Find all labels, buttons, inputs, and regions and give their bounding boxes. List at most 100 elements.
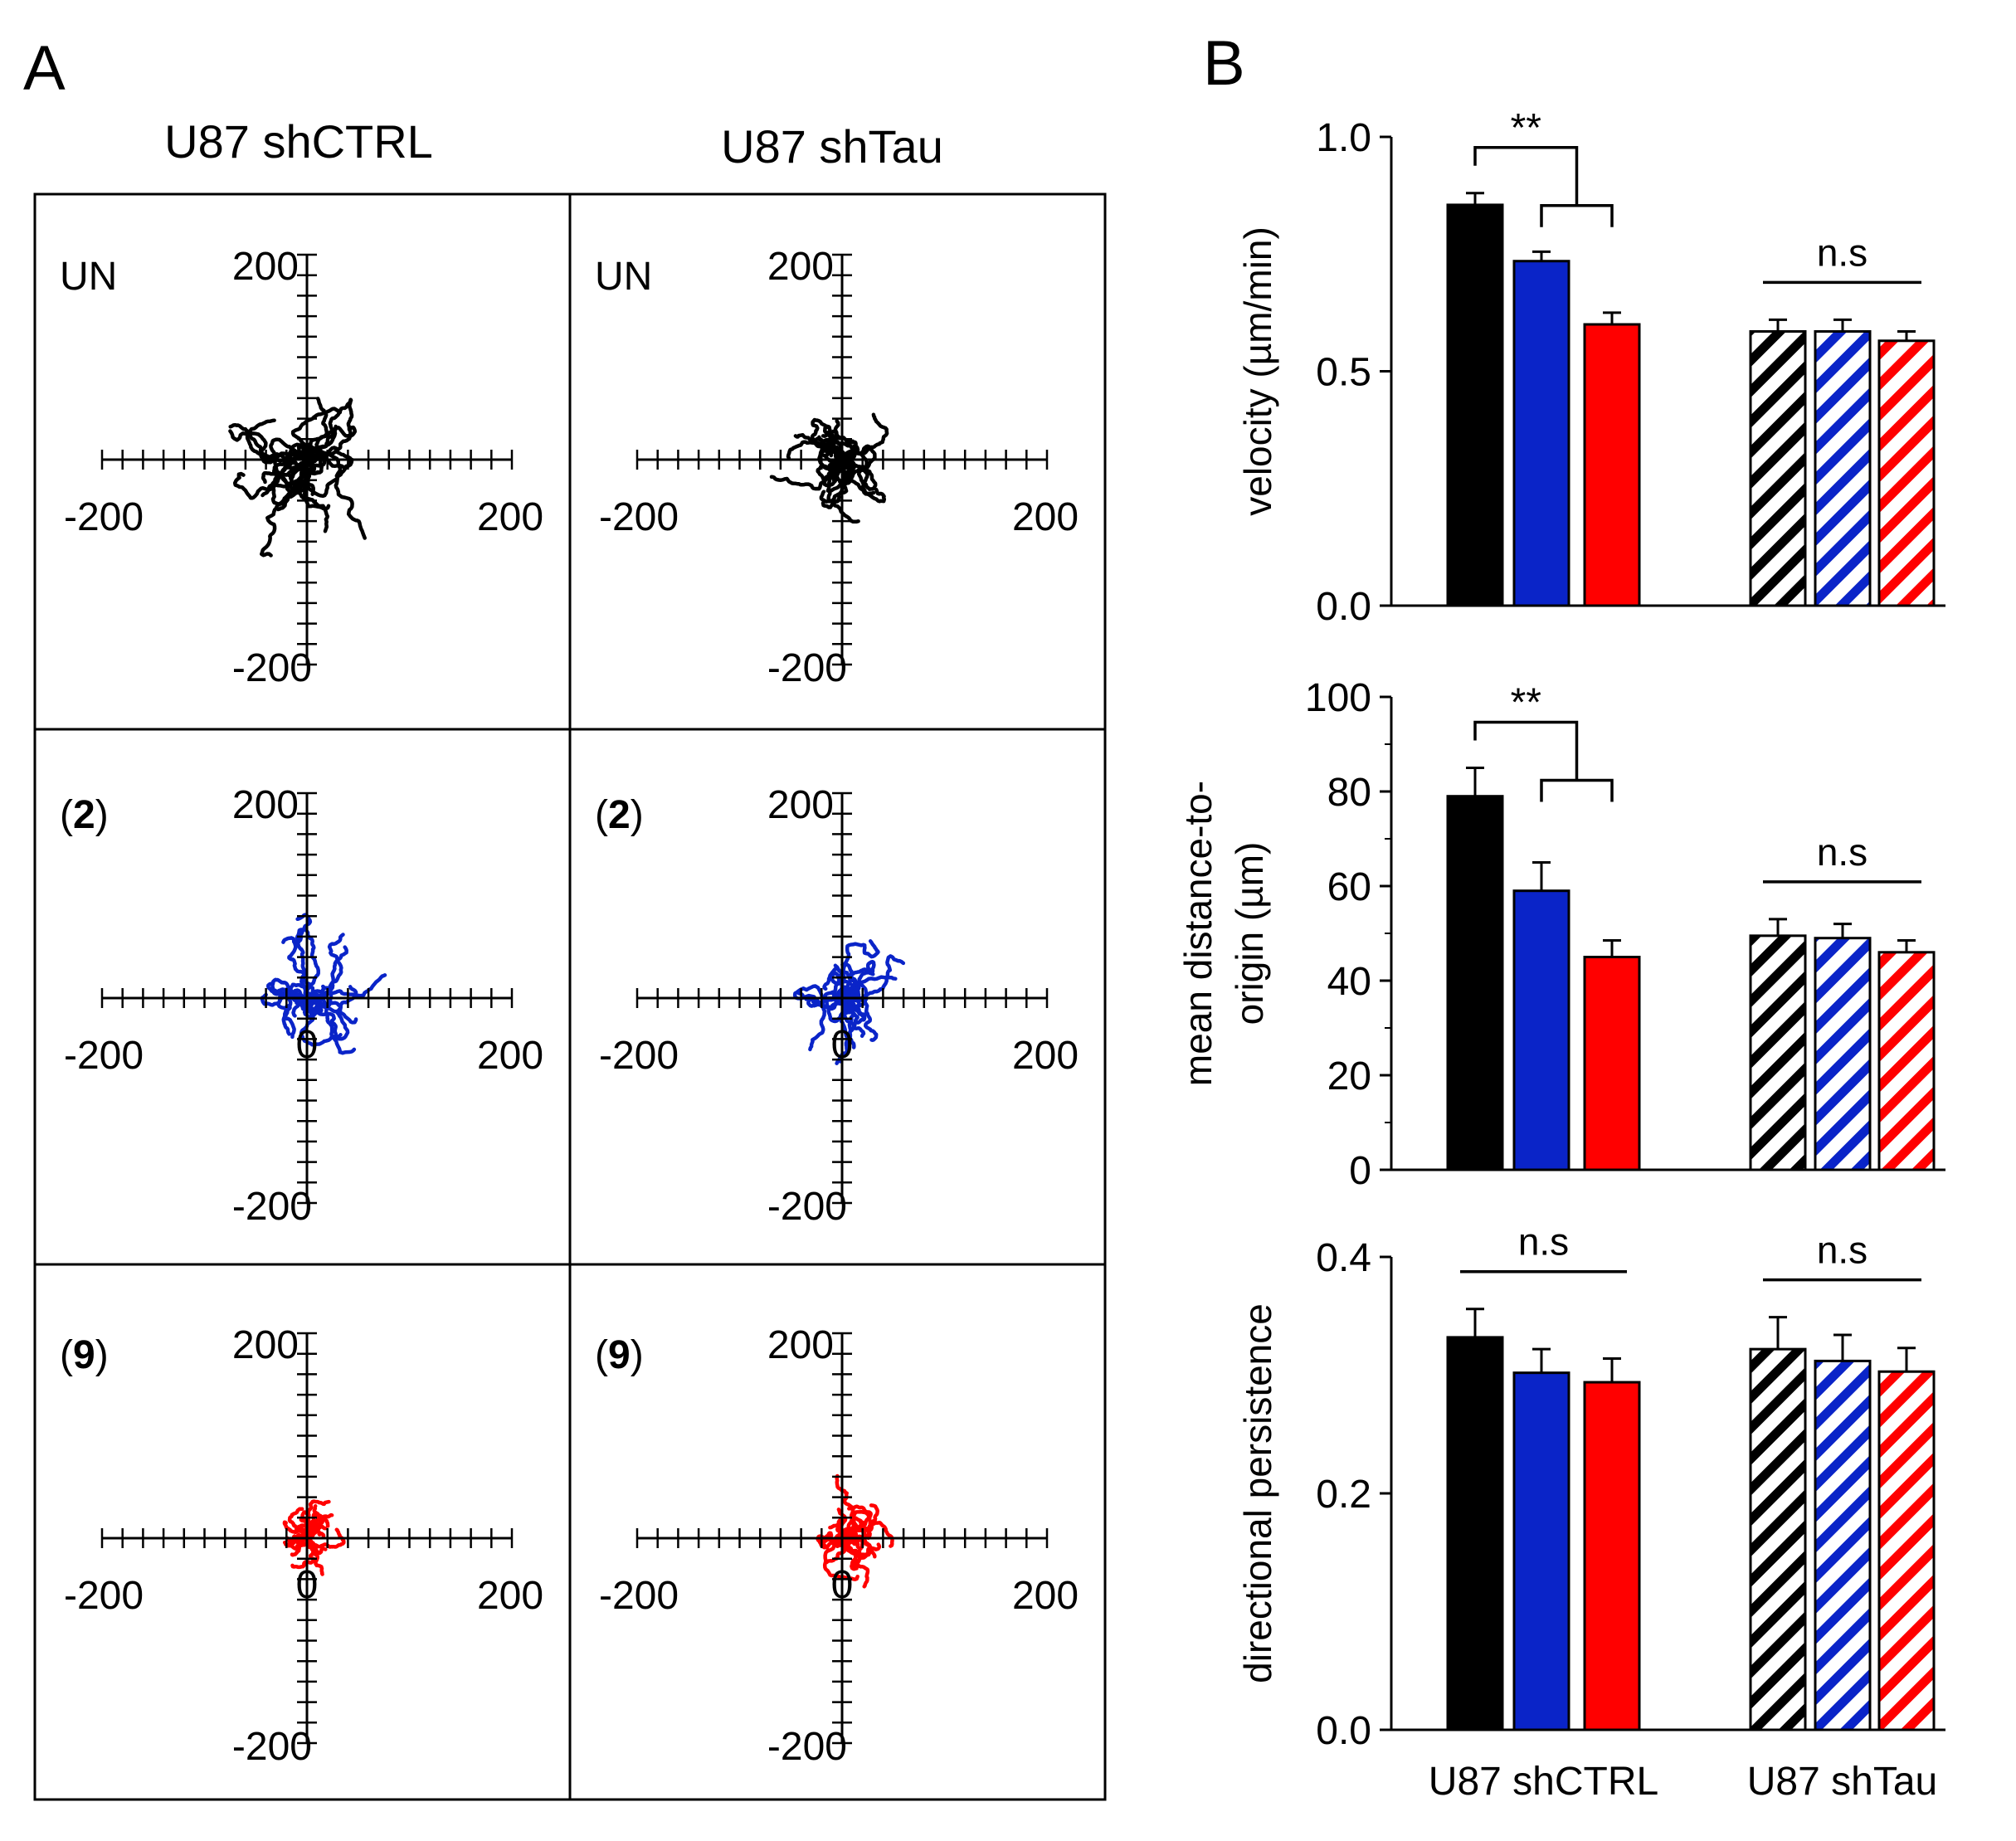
y-min-label: -200 xyxy=(232,1185,312,1229)
y-tick-label: 0.5 xyxy=(1316,351,1371,395)
cell-track xyxy=(304,973,387,1001)
trajectory-axes: 200 -200 -200 200 0 xyxy=(599,783,1079,1229)
trajectory-tracks xyxy=(260,913,387,1055)
y-tick-label: 100 xyxy=(1305,676,1371,720)
bracket-inner xyxy=(1540,204,1614,227)
cell-track xyxy=(840,970,875,1001)
x-max-label: 200 xyxy=(477,1574,543,1618)
bar-shtau-compound2 xyxy=(1814,1359,1872,1731)
y-max-label: 200 xyxy=(232,245,299,289)
y-tick-label: 0.0 xyxy=(1316,1709,1371,1753)
ns-label: n.s xyxy=(1817,231,1867,274)
condition-label: (9) xyxy=(595,1333,644,1377)
cell-track xyxy=(840,989,861,1015)
cell-track xyxy=(299,457,354,499)
x-min-label: -200 xyxy=(64,1034,144,1078)
bracket-inner xyxy=(1540,778,1614,802)
cell-track xyxy=(281,936,315,1001)
condition-label: UN xyxy=(60,255,117,299)
y-min-label: -200 xyxy=(767,1725,847,1769)
y-tick-label: 80 xyxy=(1327,771,1371,815)
panel-a-trajectory-plots: 200 -200 -200 200 UN 200 -200 -200 200 UN 200 -200 -… xyxy=(33,192,1107,1801)
bar-shctrl-un xyxy=(1446,1336,1504,1731)
y-min-label: -200 xyxy=(232,1725,312,1769)
bar-shctrl-compound9 xyxy=(1583,323,1641,607)
condition-label: UN xyxy=(595,255,652,299)
bar-shctrl-compound9 xyxy=(1583,1381,1641,1731)
origin-zero-label: 0 xyxy=(831,1563,854,1607)
bar-shctrl-compound9 xyxy=(1583,956,1641,1171)
y-max-label: 200 xyxy=(232,783,299,827)
y-max-label: 200 xyxy=(767,245,834,289)
x-max-label: 200 xyxy=(1012,1574,1079,1618)
panel-b-bar-charts: 0.0 0.5 1.0 velocity (µm/min) ** n.s 0 20 40 60 80… xyxy=(1176,106,1945,1804)
y-tick-label: 20 xyxy=(1327,1054,1371,1098)
cell-track xyxy=(839,1536,863,1571)
bar-shtau-compound9 xyxy=(1877,951,1936,1171)
trajectory-tracks xyxy=(816,1473,894,1589)
bar-shtau-un xyxy=(1749,329,1807,607)
trajectory-plot: 200 -200 -200 200 0 (9) xyxy=(595,1323,1079,1769)
cell-track xyxy=(819,457,855,504)
condition-label: (2) xyxy=(60,793,109,837)
y-max-label: 200 xyxy=(767,783,834,827)
y-axis-label: velocity (µm/min) xyxy=(1236,226,1279,516)
column-title-shctrl: U87 shCTRL xyxy=(164,115,433,168)
ns-label: n.s xyxy=(1817,830,1867,874)
bar-shtau-compound2 xyxy=(1814,329,1872,607)
ns-line: n.s xyxy=(1460,1220,1627,1274)
y-max-label: 200 xyxy=(767,1323,834,1367)
origin-zero-label: 0 xyxy=(831,1023,854,1067)
cell-track xyxy=(840,457,887,504)
x-min-label: -200 xyxy=(599,1034,679,1078)
x-min-label: -200 xyxy=(599,495,679,539)
cell-track xyxy=(840,996,879,1042)
significance-label: ** xyxy=(1511,681,1541,725)
bar-shtau-un xyxy=(1749,934,1807,1171)
origin-zero-label: 0 xyxy=(296,1563,319,1607)
y-tick-label: 0.4 xyxy=(1316,1236,1371,1280)
cell-track xyxy=(302,457,331,511)
trajectory-axes: 200 -200 -200 200 0 xyxy=(599,1323,1079,1769)
bracket-outer xyxy=(1473,720,1579,781)
trajectory-plot: 200 -200 -200 200 UN xyxy=(595,245,1079,690)
y-axis-label: directional persistence xyxy=(1236,1303,1279,1683)
bar-shctrl-un xyxy=(1446,795,1504,1171)
bar-chart: 0.0 0.5 1.0 velocity (µm/min) ** n.s xyxy=(1236,106,1945,629)
cell-track xyxy=(295,913,313,1001)
bracket-outer xyxy=(1473,146,1579,206)
y-tick-label: 40 xyxy=(1327,960,1371,1004)
y-min-label: -200 xyxy=(767,1185,847,1229)
bar-shtau-compound2 xyxy=(1814,937,1872,1171)
y-min-label: -200 xyxy=(232,646,312,690)
x-min-label: -200 xyxy=(64,495,144,539)
y-max-label: 200 xyxy=(232,1323,299,1367)
trajectory-plot: 200 -200 -200 200 0 (2) xyxy=(60,783,543,1229)
ns-line: n.s xyxy=(1763,1229,1921,1282)
bar-shctrl-compound2 xyxy=(1512,1371,1570,1731)
cell-track xyxy=(840,457,876,496)
trajectory-axes: 200 -200 -200 200 0 xyxy=(64,783,543,1229)
y-tick-label: 0.2 xyxy=(1316,1473,1371,1517)
significance-bracket: ** xyxy=(1473,106,1614,227)
trajectory-plot: 200 -200 -200 200 UN xyxy=(60,245,543,690)
trajectory-axes: 200 -200 -200 200 xyxy=(64,245,543,690)
y-tick-label: 60 xyxy=(1327,865,1371,909)
trajectory-axes: 200 -200 -200 200 0 xyxy=(64,1323,543,1769)
y-tick-label: 0.0 xyxy=(1316,585,1371,629)
bar-chart: 0.0 0.2 0.4 directional persistence n.s n.s U8… xyxy=(1236,1220,1945,1804)
cell-track xyxy=(288,457,315,496)
trajectory-plot: 200 -200 -200 200 0 (2) xyxy=(595,783,1079,1229)
ns-label: n.s xyxy=(1518,1220,1569,1264)
bar-chart: 0 20 40 60 80 100 mean distance-to-origin (µm)… xyxy=(1176,676,1945,1193)
y-axis-label: mean distance-to- xyxy=(1176,781,1220,1086)
column-title-shtau: U87 shTau xyxy=(721,120,943,173)
y-min-label: -200 xyxy=(767,646,847,690)
bar-shctrl-un xyxy=(1446,203,1504,607)
cell-track xyxy=(282,988,309,1040)
panel-a-letter: A xyxy=(23,33,66,104)
trajectory-tracks xyxy=(769,412,889,524)
significance-label: ** xyxy=(1511,106,1541,150)
condition-label: (9) xyxy=(60,1333,109,1377)
cell-track xyxy=(834,449,869,484)
